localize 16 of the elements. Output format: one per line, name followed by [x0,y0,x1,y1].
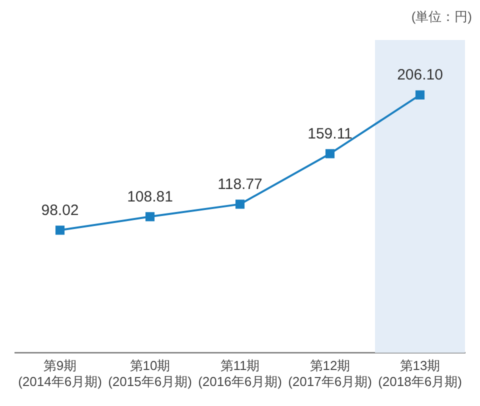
point [415,90,425,100]
x-tick-label: 第12期 (2017年6月期) [288,358,372,389]
point [325,149,335,158]
data-label: 206.10 [397,66,443,84]
x-tick-label: 第11期 (2016年6月期) [198,358,282,389]
x-tick-label: 第9期 (2014年6月期) [18,358,102,389]
data-label: 159.11 [308,125,352,142]
data-label: 108.81 [127,188,173,206]
point [235,200,245,209]
text: (単位：円) [411,9,472,24]
point [145,212,155,222]
data-label: 118.77 [218,176,262,193]
data-label: 98.02 [41,202,79,219]
x-tick-label: 第10期 (2015年6月期) [108,358,192,389]
x-tick-label: 第13期 (2018年6月期) [378,358,462,389]
point [55,226,65,235]
